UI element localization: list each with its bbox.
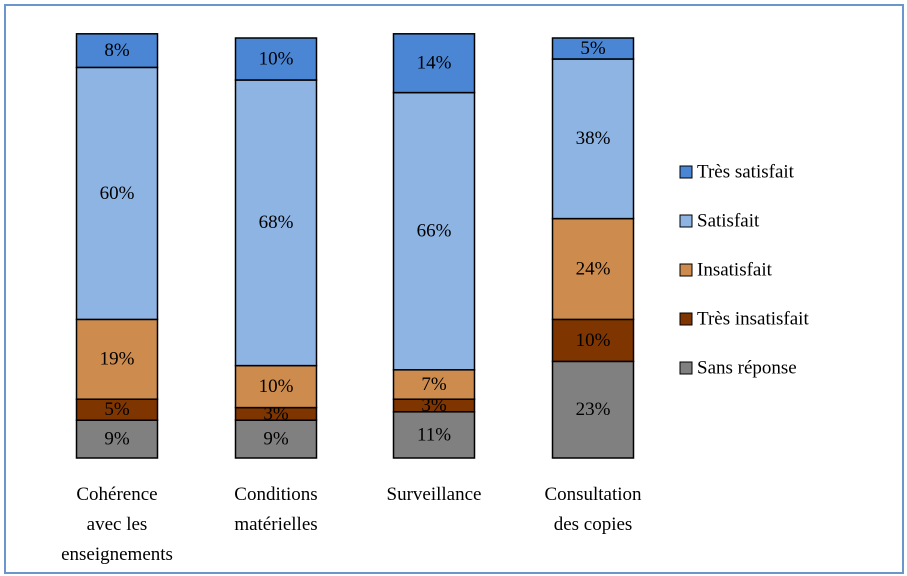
value-label: 7% xyxy=(421,374,447,395)
value-label: 23% xyxy=(576,399,611,420)
x-tick-label: Cohérence avec les enseignements xyxy=(61,484,173,565)
value-label: 10% xyxy=(576,330,611,351)
value-label: 3% xyxy=(421,395,447,416)
bar-segment xyxy=(75,318,159,400)
bar-segment xyxy=(392,369,476,400)
legend-label: Très insatisfait xyxy=(697,308,809,329)
value-label: 11% xyxy=(417,424,451,445)
bar-segment xyxy=(551,360,635,459)
x-tick-label: Surveillance xyxy=(386,484,482,505)
bar-segment xyxy=(392,91,476,371)
value-label: 24% xyxy=(576,258,611,279)
value-label: 60% xyxy=(100,183,135,204)
bar-segment xyxy=(551,58,635,220)
legend-swatch xyxy=(679,165,693,179)
bar-segment xyxy=(234,37,318,81)
legend-label: Très satisfait xyxy=(697,161,795,182)
value-label: 9% xyxy=(263,428,289,449)
legend-swatch xyxy=(679,263,693,277)
value-label: 10% xyxy=(259,48,294,69)
value-label: 8% xyxy=(104,40,130,61)
chart-frame xyxy=(4,4,904,574)
legend-label: Insatisfait xyxy=(697,259,773,280)
value-label: 5% xyxy=(104,399,130,420)
legend-swatch xyxy=(679,214,693,228)
value-label: 66% xyxy=(417,221,452,242)
bar-segment xyxy=(392,33,476,94)
value-label: 19% xyxy=(100,349,135,370)
legend-swatch xyxy=(679,361,693,375)
value-label: 5% xyxy=(580,38,606,59)
bar-segment xyxy=(551,318,635,363)
value-label: 38% xyxy=(576,128,611,149)
bar-segment xyxy=(551,37,635,60)
value-label: 10% xyxy=(259,376,294,397)
bar-segment xyxy=(392,411,476,459)
value-label: 9% xyxy=(104,428,130,449)
value-label: 68% xyxy=(259,212,294,233)
x-tick-label: Consultation des copies xyxy=(544,484,642,535)
legend-label: Satisfait xyxy=(697,210,760,231)
value-label: 3% xyxy=(263,403,289,424)
x-tick-label: Conditions matérielles xyxy=(234,484,318,535)
bar-segment xyxy=(75,33,159,69)
bar-segment xyxy=(234,419,318,459)
legend-label: Sans réponse xyxy=(697,357,797,378)
legend-swatch xyxy=(679,312,693,326)
value-label: 14% xyxy=(417,53,452,74)
